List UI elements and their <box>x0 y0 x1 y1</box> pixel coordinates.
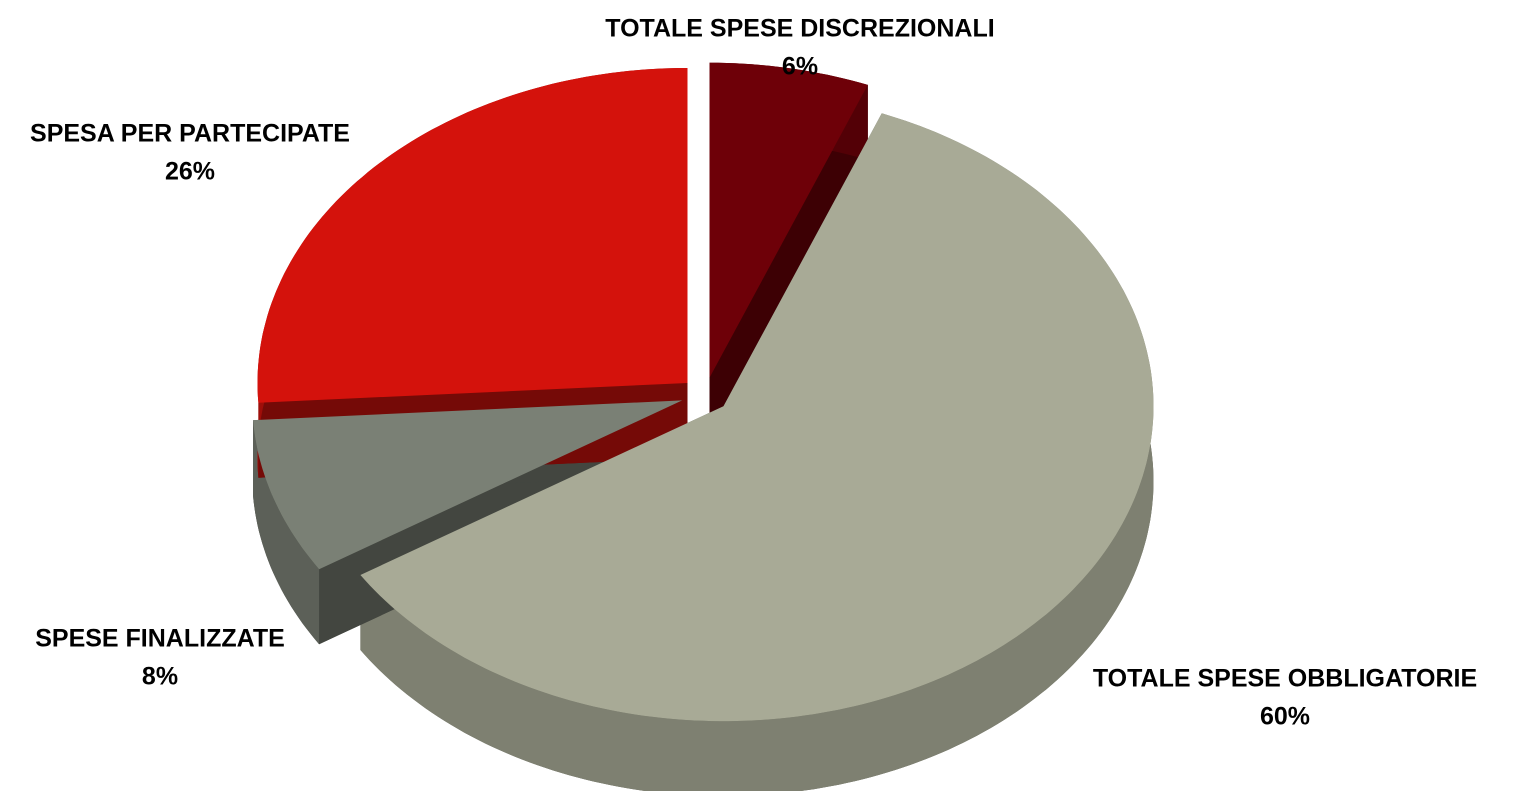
slice-value-label: 6% <box>782 53 818 81</box>
labels: TOTALE SPESE DISCREZIONALI 6% TOTALE SPESE… <box>30 15 1477 731</box>
slice-value-label: 60% <box>1260 703 1310 731</box>
pie-tops <box>253 62 1154 722</box>
slice-label: TOTALE SPESE DISCREZIONALI <box>605 15 994 43</box>
slice <box>709 62 868 378</box>
slice-value-label: 26% <box>165 158 215 186</box>
slice <box>360 113 1154 722</box>
slice-value-label: 8% <box>142 663 178 691</box>
slice-label: SPESA PER PARTECIPATE <box>30 120 350 148</box>
slice <box>253 400 683 570</box>
slice-side <box>253 420 320 645</box>
slice-label: TOTALE SPESE OBBLIGATORIE <box>1093 665 1477 693</box>
slice <box>257 68 688 403</box>
slice-label: SPESE FINALIZZATE <box>35 625 285 653</box>
